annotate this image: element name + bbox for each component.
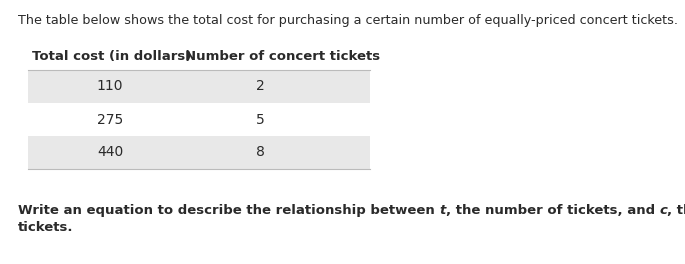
Text: 2: 2 — [256, 79, 264, 93]
Bar — [28, 103, 370, 136]
Bar — [28, 136, 370, 169]
Text: t: t — [439, 204, 446, 217]
Text: , the total cost of: , the total cost of — [667, 204, 685, 217]
Text: 110: 110 — [97, 79, 123, 93]
Text: The table below shows the total cost for purchasing a certain number of equally-: The table below shows the total cost for… — [18, 14, 678, 27]
Text: , the number of tickets, and: , the number of tickets, and — [446, 204, 660, 217]
Text: Number of concert tickets: Number of concert tickets — [185, 50, 380, 63]
Text: 5: 5 — [256, 112, 264, 126]
Text: 440: 440 — [97, 145, 123, 159]
Text: 8: 8 — [256, 145, 264, 159]
Text: Write an equation to describe the relationship between: Write an equation to describe the relati… — [18, 204, 439, 217]
Text: c: c — [660, 204, 667, 217]
Text: 275: 275 — [97, 112, 123, 126]
Text: tickets.: tickets. — [18, 221, 73, 234]
Text: Total cost (in dollars): Total cost (in dollars) — [32, 50, 191, 63]
Bar — [28, 70, 370, 103]
